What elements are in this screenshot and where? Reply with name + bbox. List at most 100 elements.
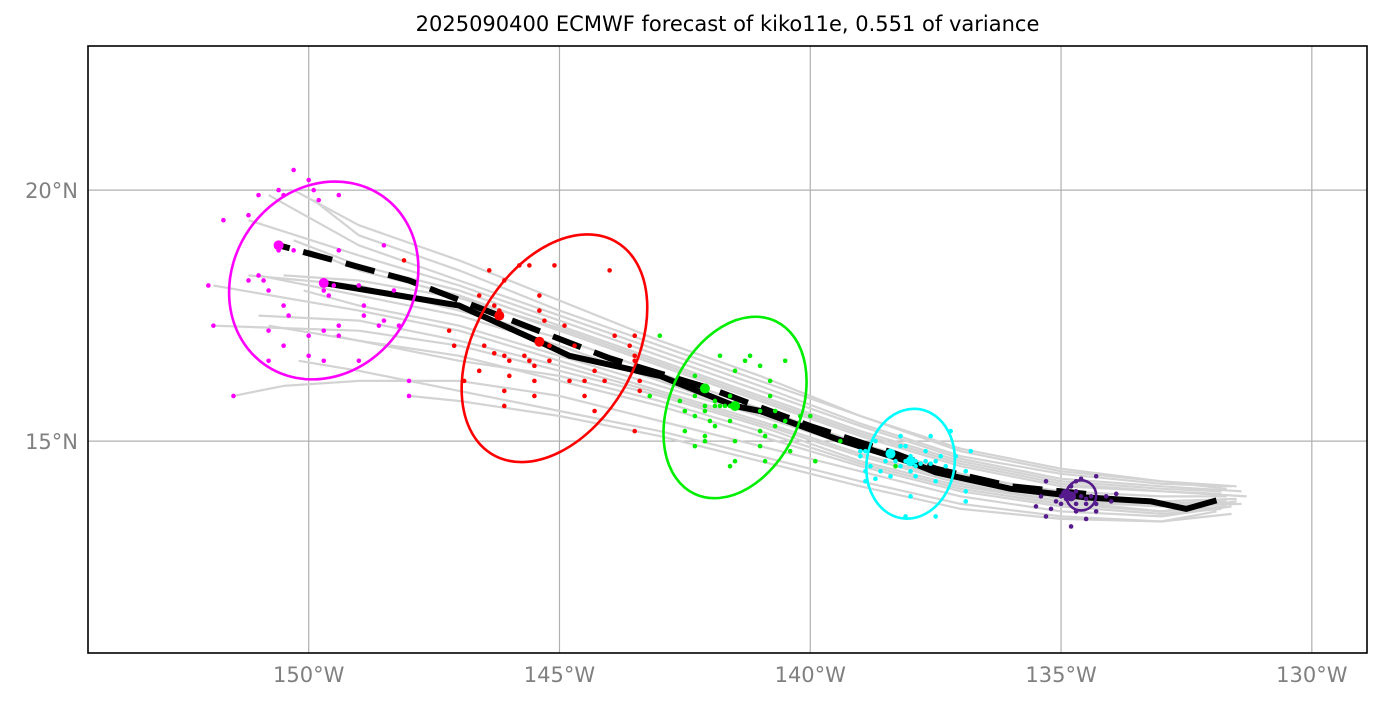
mean-marker bbox=[534, 336, 545, 347]
member-point bbox=[381, 318, 387, 323]
member-point bbox=[898, 443, 903, 449]
member-point bbox=[246, 212, 251, 218]
ensemble-member-track bbox=[248, 274, 1237, 503]
member-point bbox=[838, 438, 843, 444]
member-point bbox=[547, 358, 552, 364]
member-point bbox=[963, 489, 969, 494]
member-point bbox=[381, 243, 387, 248]
member-point bbox=[276, 187, 281, 193]
member-point bbox=[502, 353, 507, 359]
member-point bbox=[933, 514, 938, 519]
member-point bbox=[336, 248, 342, 253]
member-point bbox=[261, 278, 266, 283]
member-point bbox=[221, 217, 226, 223]
member-point bbox=[712, 423, 718, 429]
member-point bbox=[772, 423, 778, 429]
member-point bbox=[963, 468, 969, 474]
member-point bbox=[918, 461, 923, 467]
member-point bbox=[507, 373, 512, 379]
member-point bbox=[727, 463, 733, 469]
member-point bbox=[913, 473, 918, 479]
member-point bbox=[727, 418, 733, 424]
plot-frame bbox=[87, 45, 1368, 654]
member-point bbox=[888, 473, 893, 479]
member-point bbox=[677, 398, 683, 404]
member-point bbox=[923, 458, 928, 464]
ensemble-member-track bbox=[293, 189, 1227, 490]
member-point bbox=[863, 448, 868, 454]
member-point bbox=[476, 293, 482, 298]
member-point bbox=[1073, 489, 1079, 494]
member-point bbox=[592, 368, 597, 374]
member-point bbox=[451, 343, 457, 349]
member-point bbox=[908, 494, 913, 499]
member-point bbox=[206, 283, 211, 288]
member-point bbox=[963, 499, 969, 504]
member-point bbox=[772, 408, 778, 414]
ensemble-member-track bbox=[408, 394, 1232, 523]
x-tick-label: 130°W bbox=[1276, 663, 1348, 687]
member-point bbox=[1058, 501, 1064, 507]
member-point bbox=[938, 453, 943, 459]
member-point bbox=[873, 476, 878, 482]
member-point bbox=[527, 358, 532, 364]
member-point bbox=[717, 403, 723, 409]
y-tick-label: 20°N bbox=[25, 179, 78, 203]
member-point bbox=[527, 263, 532, 268]
member-point bbox=[1083, 496, 1089, 502]
member-point bbox=[266, 328, 271, 333]
x-tick-label: 135°W bbox=[1025, 663, 1097, 687]
member-point bbox=[858, 448, 863, 454]
member-point bbox=[1073, 501, 1079, 507]
member-point bbox=[306, 333, 311, 338]
member-point bbox=[406, 378, 412, 384]
member-point bbox=[321, 358, 327, 364]
member-point bbox=[336, 192, 342, 198]
member-point bbox=[361, 303, 367, 308]
group-cyan bbox=[858, 407, 974, 520]
uncertainty-ellipse bbox=[460, 233, 649, 464]
member-point bbox=[692, 373, 698, 379]
member-point bbox=[692, 393, 698, 399]
member-point bbox=[968, 448, 974, 454]
member-point bbox=[707, 418, 713, 424]
ensemble-member-track bbox=[293, 239, 1222, 493]
member-point bbox=[306, 353, 311, 359]
member-point bbox=[612, 333, 617, 338]
member-point bbox=[878, 468, 883, 474]
member-point bbox=[1093, 473, 1099, 479]
member-point bbox=[893, 463, 898, 469]
member-point bbox=[702, 403, 708, 409]
member-point bbox=[767, 378, 773, 384]
deterministic-marker bbox=[1061, 488, 1072, 499]
member-point bbox=[1088, 494, 1094, 499]
member-point bbox=[908, 468, 913, 474]
member-point bbox=[923, 448, 928, 454]
y-tick-label: 15°N bbox=[25, 430, 78, 454]
member-point bbox=[522, 353, 527, 359]
member-point bbox=[702, 433, 708, 439]
member-point bbox=[928, 433, 933, 439]
member-point bbox=[356, 283, 362, 288]
member-point bbox=[717, 353, 723, 359]
ensemble-member-track bbox=[248, 219, 1242, 493]
member-point bbox=[336, 323, 342, 328]
x-tick-label: 140°W bbox=[775, 663, 847, 687]
ensemble-member-track bbox=[258, 314, 1217, 508]
group-magenta bbox=[206, 167, 420, 399]
member-point bbox=[602, 378, 607, 384]
ensemble-member-track bbox=[298, 359, 1217, 523]
mean-marker bbox=[905, 456, 916, 467]
member-point bbox=[732, 458, 738, 464]
group-green bbox=[647, 315, 898, 500]
member-point bbox=[1113, 491, 1119, 497]
member-point bbox=[486, 268, 492, 273]
member-point bbox=[627, 343, 632, 349]
member-point bbox=[547, 343, 552, 349]
chart-title: 2025090400 ECMWF forecast of kiko11e, 0.… bbox=[415, 12, 1040, 36]
x-tick-label: 145°W bbox=[524, 663, 596, 687]
x-axis-ticks: 150°W 145°W 140°W 135°W 130°W bbox=[273, 663, 1348, 687]
member-point bbox=[637, 378, 643, 384]
member-point bbox=[361, 313, 367, 318]
member-point bbox=[757, 363, 763, 369]
